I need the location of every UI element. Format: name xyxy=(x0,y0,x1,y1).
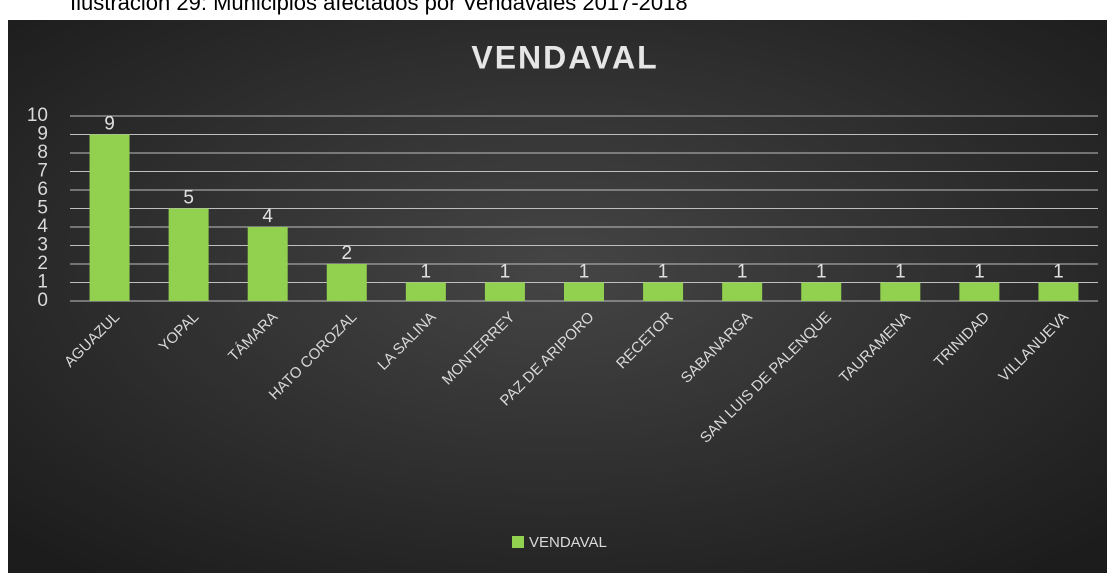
data-label: 1 xyxy=(658,262,669,283)
data-label: 1 xyxy=(421,262,432,283)
data-label: 2 xyxy=(341,243,352,264)
y-tick-label: 9 xyxy=(37,124,48,145)
y-tick-label: 0 xyxy=(37,290,48,311)
data-label: 1 xyxy=(895,262,906,283)
bar xyxy=(801,282,842,301)
y-tick-label: 2 xyxy=(37,253,48,274)
y-tick-label: 8 xyxy=(37,142,48,163)
data-label: 9 xyxy=(104,114,115,135)
bar xyxy=(326,264,367,301)
y-tick-label: 7 xyxy=(37,161,48,182)
legend-swatch xyxy=(512,536,524,548)
legend-label: VENDAVAL xyxy=(529,534,607,551)
data-label: 1 xyxy=(579,262,590,283)
bar xyxy=(1038,282,1079,301)
bar xyxy=(405,282,446,301)
y-tick-label: 4 xyxy=(37,216,48,237)
data-label: 1 xyxy=(1053,262,1064,283)
y-tick-label: 5 xyxy=(37,198,48,219)
bar xyxy=(168,208,209,301)
data-label: 1 xyxy=(974,262,985,283)
bar xyxy=(247,227,288,301)
data-label: 1 xyxy=(816,262,827,283)
chart-title: VENDAVAL xyxy=(471,39,658,75)
y-tick-label: 10 xyxy=(27,105,48,126)
caption: Ilustración 29: Municipios afectados por… xyxy=(70,0,688,15)
bar xyxy=(484,282,525,301)
bar xyxy=(643,282,684,301)
bar xyxy=(89,134,130,301)
bar xyxy=(722,282,763,301)
bar xyxy=(564,282,604,301)
bar xyxy=(959,282,1000,301)
data-label: 5 xyxy=(183,188,194,209)
y-tick-label: 3 xyxy=(37,235,48,256)
data-label: 4 xyxy=(262,206,273,227)
y-tick-label: 1 xyxy=(37,272,48,293)
data-label: 1 xyxy=(737,262,748,283)
y-tick-label: 6 xyxy=(37,179,48,200)
bar xyxy=(880,282,921,301)
data-label: 1 xyxy=(500,262,511,283)
